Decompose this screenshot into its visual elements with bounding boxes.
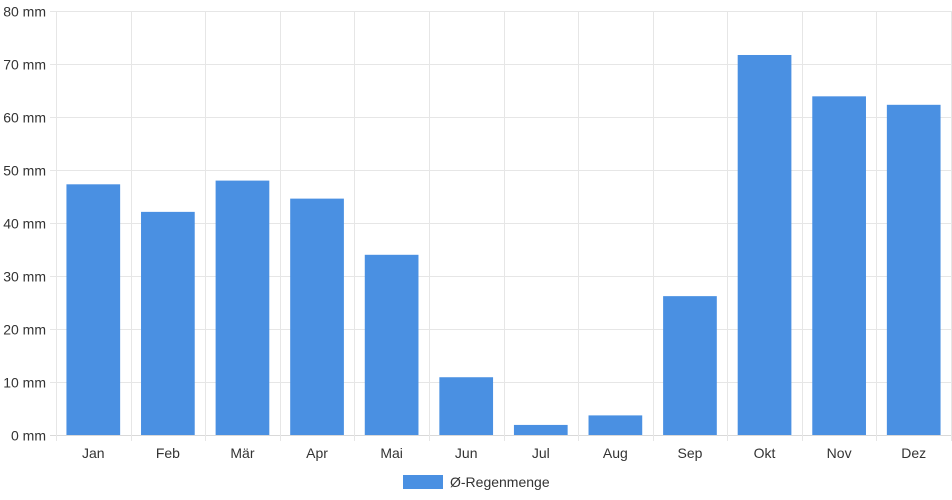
x-tick-label: Jun xyxy=(455,445,478,461)
bar-sep[interactable] xyxy=(663,296,717,435)
y-tick-label: 40 mm xyxy=(3,216,46,232)
x-tick-label: Aug xyxy=(603,445,628,461)
legend-swatch[interactable] xyxy=(403,475,443,489)
x-tick-label: Nov xyxy=(827,445,852,461)
x-axis-ticks: Jan Feb Mär Apr Mai Jun Jul Aug Sep Okt Nov Dez xyxy=(82,445,926,461)
bar-aug[interactable] xyxy=(588,415,643,435)
bar-jun[interactable] xyxy=(439,377,494,435)
x-tick-label: Mai xyxy=(380,445,403,461)
legend[interactable]: Ø-Regenmenge xyxy=(403,474,550,490)
x-tick-label: Jul xyxy=(532,445,550,461)
x-tick-label: Feb xyxy=(156,445,180,461)
x-tick-label: Sep xyxy=(677,445,702,461)
bar-jan[interactable] xyxy=(66,184,121,435)
y-tick-label: 80 mm xyxy=(3,4,46,20)
y-tick-label: 50 mm xyxy=(3,163,46,179)
bar-jul[interactable] xyxy=(513,424,568,435)
y-axis-ticks: 0 mm 10 mm 20 mm 30 mm 40 mm 50 mm 60 mm 70 mm 8… xyxy=(3,4,46,444)
x-tick-label: Mär xyxy=(230,445,254,461)
y-tick-label: 10 mm xyxy=(3,375,46,391)
bar-nov[interactable] xyxy=(812,96,866,435)
x-tick-label: Dez xyxy=(901,445,926,461)
bar-mär[interactable] xyxy=(215,180,270,435)
bar-okt[interactable] xyxy=(737,54,792,436)
x-tick-label: Jan xyxy=(82,445,105,461)
bars xyxy=(66,54,941,436)
x-tick-label: Okt xyxy=(754,445,776,461)
bar-apr[interactable] xyxy=(290,198,344,435)
y-tick-label: 60 mm xyxy=(3,110,46,126)
bar-mai[interactable] xyxy=(364,254,419,435)
bar-dez[interactable] xyxy=(886,104,941,435)
y-tick-label: 70 mm xyxy=(3,57,46,73)
y-tick-label: 0 mm xyxy=(11,428,46,444)
legend-label[interactable]: Ø-Regenmenge xyxy=(450,474,550,490)
y-tick-label: 20 mm xyxy=(3,322,46,338)
x-tick-label: Apr xyxy=(306,445,328,461)
bar-feb[interactable] xyxy=(141,211,195,435)
y-tick-label: 30 mm xyxy=(3,269,46,285)
